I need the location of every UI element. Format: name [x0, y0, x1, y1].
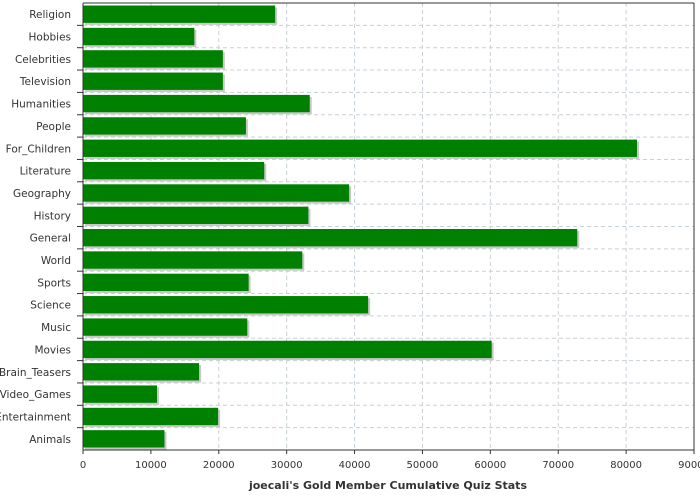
category-label: World [41, 255, 71, 267]
bar-sports [83, 273, 249, 292]
bar-world [83, 251, 303, 269]
bar-science [83, 296, 369, 314]
bar-humanities [83, 94, 310, 113]
category-label: Television [19, 76, 71, 88]
category-label: Science [30, 300, 71, 312]
bar-video-games [83, 385, 157, 403]
x-tick-label: 80000 [610, 460, 642, 471]
axes [77, 2, 695, 454]
bar-television [83, 72, 223, 90]
bar-general [83, 229, 578, 247]
bar-hobbies [83, 27, 195, 46]
x-tick-label: 0 [80, 460, 86, 471]
x-tick-label: 50000 [407, 460, 439, 471]
category-label: Music [41, 322, 71, 334]
category-label: Geography [13, 188, 71, 200]
category-label: Brain_Teasers [0, 367, 71, 379]
bar-literature [83, 161, 265, 180]
bar-people [83, 117, 246, 135]
category-label: People [36, 121, 71, 133]
tick-labels: 0 10000 20000 30000 40000 50000 60000 70000 8000… [80, 460, 700, 471]
bar-movies [83, 340, 492, 359]
bar-history [83, 206, 309, 224]
bar-geography [83, 184, 350, 202]
category-label: General [30, 233, 71, 245]
bar-religion [83, 5, 276, 23]
x-tick-label: 10000 [135, 460, 167, 471]
category-label: Animals [29, 434, 71, 446]
category-label: Celebrities [15, 54, 71, 66]
category-label: Movies [34, 344, 71, 356]
x-tick-label: 60000 [474, 460, 506, 471]
category-label: Hobbies [29, 32, 72, 44]
x-axis-label: joecali's Gold Member Cumulative Quiz St… [248, 479, 527, 492]
x-tick-label: 40000 [339, 460, 371, 471]
grid-lines [83, 3, 694, 450]
category-label: Literature [20, 166, 71, 178]
category-label: Religion [29, 9, 71, 21]
bar-celebrities [83, 50, 223, 68]
category-label: Entertainment [0, 411, 71, 423]
category-label: For_Children [6, 143, 71, 155]
x-tick-label: 30000 [271, 460, 303, 471]
category-label: History [34, 210, 71, 222]
category-label: Humanities [11, 99, 71, 111]
category-labels: Religion Hobbies Celebrities Television Huma… [0, 9, 71, 446]
bar-music [83, 318, 248, 336]
bar-animals [83, 430, 165, 448]
category-label: Video_Games [0, 389, 71, 401]
x-tick-label: 20000 [203, 460, 235, 471]
bar-entertainment [83, 407, 219, 426]
bars [83, 5, 639, 450]
x-tick-label: 90000 [678, 460, 700, 471]
bar-for-children [83, 139, 637, 157]
bar-brain-teasers [83, 363, 200, 381]
x-tick-label: 70000 [542, 460, 574, 471]
category-label: Sports [37, 277, 71, 289]
